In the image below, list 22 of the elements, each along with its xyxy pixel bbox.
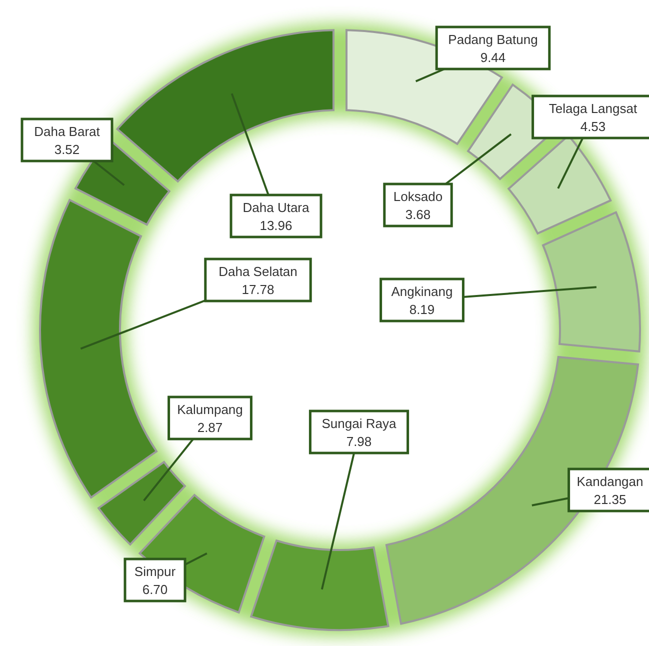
slice-label: Kandangan — [576, 474, 644, 489]
slice-label: Angkinang — [391, 284, 453, 299]
data-label: 2.87 — [197, 420, 223, 435]
data-label: 6.70 — [142, 582, 168, 597]
data-label: 21.35 — [594, 492, 626, 507]
slice-label: Loksado — [393, 189, 443, 204]
data-label: 8.19 — [409, 302, 435, 317]
data-label: 13.96 — [260, 218, 292, 233]
slice-label: Sungai Raya — [322, 416, 397, 431]
data-label: 9.44 — [480, 50, 506, 65]
slice-label: Daha Utara — [242, 200, 310, 215]
data-label: 3.68 — [405, 207, 431, 222]
slice-label: Kalumpang — [177, 402, 243, 417]
slice-label: Padang Batung — [448, 32, 538, 47]
data-label: 7.98 — [346, 434, 372, 449]
data-label: 3.52 — [54, 142, 80, 157]
slice-label: Simpur — [134, 564, 176, 579]
slice-label: Telaga Langsat — [548, 101, 638, 116]
data-label: 17.78 — [242, 282, 274, 297]
slice-label: Daha Selatan — [218, 264, 298, 279]
slice-label: Daha Barat — [34, 124, 100, 139]
data-label: 4.53 — [580, 119, 606, 134]
